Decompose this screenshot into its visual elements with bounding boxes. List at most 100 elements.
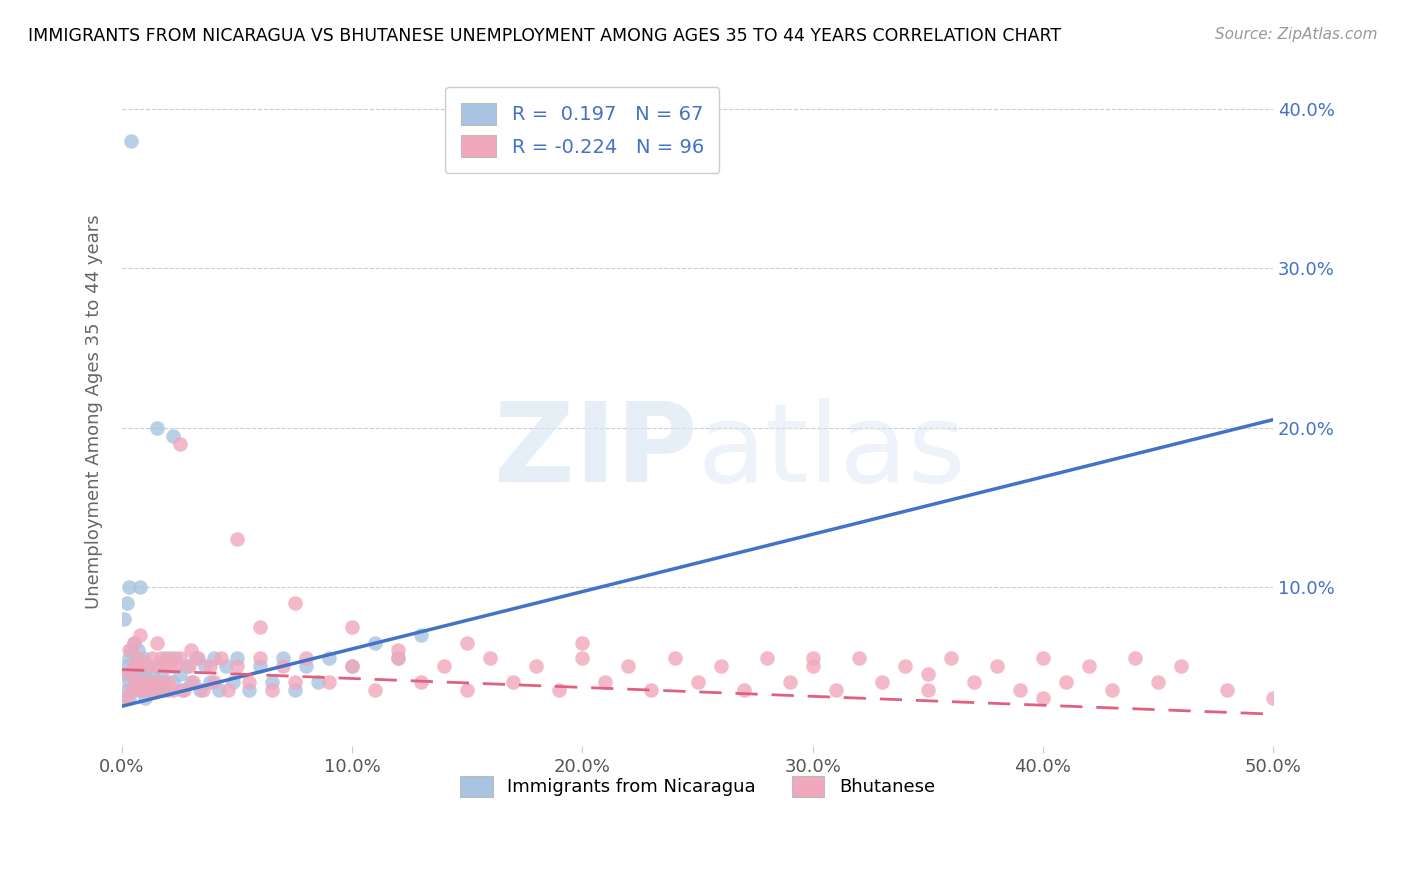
Point xyxy=(387,651,409,665)
Point xyxy=(169,436,191,450)
Point xyxy=(180,643,202,657)
Point xyxy=(221,675,243,690)
Point xyxy=(664,651,686,665)
Point xyxy=(129,659,152,673)
Point xyxy=(284,683,307,698)
Point xyxy=(122,635,145,649)
Point xyxy=(129,683,152,698)
Point xyxy=(364,683,387,698)
Point xyxy=(129,580,152,594)
Point xyxy=(129,683,152,698)
Point xyxy=(159,651,181,665)
Point xyxy=(848,651,870,665)
Point xyxy=(148,675,170,690)
Point xyxy=(456,635,478,649)
Point xyxy=(191,683,214,698)
Point xyxy=(342,659,364,673)
Point xyxy=(686,675,709,690)
Point xyxy=(284,596,307,610)
Point xyxy=(152,683,174,698)
Point xyxy=(571,651,593,665)
Point xyxy=(150,667,173,681)
Point xyxy=(150,651,173,665)
Point xyxy=(194,659,217,673)
Point xyxy=(127,643,149,657)
Point xyxy=(125,675,148,690)
Point xyxy=(115,691,138,706)
Point xyxy=(141,651,163,665)
Point xyxy=(145,659,167,673)
Point xyxy=(209,651,232,665)
Point xyxy=(1170,659,1192,673)
Point xyxy=(155,659,177,673)
Point xyxy=(145,659,167,673)
Point xyxy=(145,420,167,434)
Point xyxy=(115,659,138,673)
Point xyxy=(169,667,191,681)
Point xyxy=(295,659,318,673)
Point xyxy=(249,659,271,673)
Point xyxy=(238,683,260,698)
Point xyxy=(870,675,893,690)
Point xyxy=(143,683,166,698)
Point xyxy=(318,675,340,690)
Point xyxy=(271,651,294,665)
Point xyxy=(548,683,571,698)
Point xyxy=(387,651,409,665)
Point xyxy=(824,683,846,698)
Point xyxy=(226,532,249,546)
Point xyxy=(118,651,141,665)
Point xyxy=(1101,683,1123,698)
Point xyxy=(198,659,221,673)
Point xyxy=(456,683,478,698)
Point xyxy=(118,667,141,681)
Point xyxy=(917,683,939,698)
Point xyxy=(208,683,231,698)
Point xyxy=(1032,691,1054,706)
Point xyxy=(162,428,184,442)
Point xyxy=(260,675,283,690)
Point xyxy=(963,675,986,690)
Point xyxy=(122,659,145,673)
Point xyxy=(1054,675,1077,690)
Point xyxy=(271,659,294,673)
Point xyxy=(132,651,155,665)
Point xyxy=(162,683,184,698)
Point xyxy=(115,596,138,610)
Point xyxy=(198,675,221,690)
Point xyxy=(1077,659,1099,673)
Point xyxy=(183,675,205,690)
Point xyxy=(595,675,617,690)
Point xyxy=(217,683,239,698)
Point xyxy=(127,651,149,665)
Point xyxy=(152,675,174,690)
Point xyxy=(188,683,211,698)
Point xyxy=(364,635,387,649)
Point xyxy=(917,667,939,681)
Point xyxy=(893,659,915,673)
Point xyxy=(125,651,148,665)
Point xyxy=(141,667,163,681)
Point xyxy=(115,683,138,698)
Point xyxy=(155,651,177,665)
Point xyxy=(939,651,962,665)
Point xyxy=(132,675,155,690)
Point xyxy=(249,619,271,633)
Point xyxy=(118,675,141,690)
Point xyxy=(163,651,186,665)
Point xyxy=(226,659,249,673)
Point xyxy=(157,675,180,690)
Point xyxy=(127,667,149,681)
Point xyxy=(986,659,1008,673)
Point xyxy=(112,667,135,681)
Point xyxy=(755,651,778,665)
Point xyxy=(640,683,662,698)
Text: IMMIGRANTS FROM NICARAGUA VS BHUTANESE UNEMPLOYMENT AMONG AGES 35 TO 44 YEARS CO: IMMIGRANTS FROM NICARAGUA VS BHUTANESE U… xyxy=(28,27,1062,45)
Point xyxy=(129,659,152,673)
Point xyxy=(342,659,364,673)
Point xyxy=(129,627,152,641)
Point xyxy=(571,635,593,649)
Point xyxy=(526,659,548,673)
Point xyxy=(779,675,801,690)
Point xyxy=(801,651,824,665)
